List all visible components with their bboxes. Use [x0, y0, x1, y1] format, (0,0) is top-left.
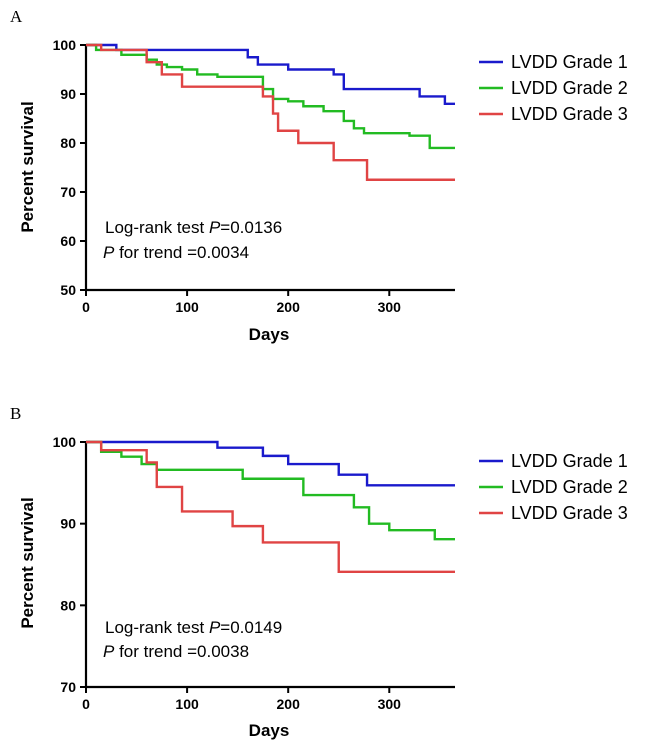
legend: LVDD Grade 1 LVDD Grade 2 LVDD Grade 3 — [479, 451, 628, 523]
legend-label: LVDD Grade 3 — [511, 104, 628, 124]
x-tick-label: 100 — [175, 696, 199, 712]
series-line-grade-3 — [86, 440, 455, 574]
y-tick-label: 70 — [60, 679, 76, 695]
panel-b: B 70 80 90 100 0 100 200 300 Days Percent survi… — [10, 404, 628, 740]
trend-value: for trend =0.0034 — [114, 243, 249, 262]
curves — [86, 43, 455, 181]
legend-label: LVDD Grade 2 — [511, 78, 628, 98]
panel-a: A 50 60 70 80 90 100 0 100 200 300 Days Percent s… — [10, 7, 628, 344]
x-tick-label: 200 — [277, 299, 301, 315]
y-tick-label: 100 — [53, 37, 77, 53]
x-tick-label: 100 — [175, 299, 199, 315]
x-tick-label: 300 — [378, 299, 402, 315]
trend-p: P — [103, 243, 115, 262]
y-tick-label: 60 — [60, 233, 76, 249]
y-tick-label: 90 — [60, 86, 76, 102]
x-axis-title: Days — [249, 325, 290, 344]
logrank-p: P — [209, 218, 221, 237]
x-axis-title: Days — [249, 721, 290, 740]
legend-label: LVDD Grade 1 — [511, 451, 628, 471]
annotation: Log-rank test P=0.0149 P for trend =0.00… — [103, 618, 282, 661]
trend-text: P for trend =0.0038 — [103, 642, 249, 661]
series-line-grade-3 — [86, 43, 455, 181]
legend-label: LVDD Grade 1 — [511, 52, 628, 72]
series-line-grade-2 — [86, 440, 455, 541]
logrank-value: =0.0149 — [220, 618, 282, 637]
trend-value: for trend =0.0038 — [114, 642, 249, 661]
y-tick-label: 100 — [53, 434, 77, 450]
axes — [84, 442, 455, 689]
ticks: 70 80 90 100 0 100 200 300 — [53, 434, 402, 712]
x-tick-label: 200 — [277, 696, 301, 712]
x-tick-label: 300 — [378, 696, 402, 712]
logrank-p: P — [209, 618, 221, 637]
logrank-text: Log-rank test P=0.0136 — [105, 218, 282, 237]
legend-label: LVDD Grade 3 — [511, 503, 628, 523]
trend-text: P for trend =0.0034 — [103, 243, 249, 262]
x-tick-label: 0 — [82, 299, 90, 315]
logrank-text: Log-rank test P=0.0149 — [105, 618, 282, 637]
series-line-grade-1 — [86, 43, 455, 105]
logrank-value: =0.0136 — [220, 218, 282, 237]
legend: LVDD Grade 1 LVDD Grade 2 LVDD Grade 3 — [479, 52, 628, 124]
ticks: 50 60 70 80 90 100 0 100 200 300 — [53, 37, 402, 315]
y-tick-label: 50 — [60, 282, 76, 298]
annotation: Log-rank test P=0.0136 P for trend =0.00… — [103, 218, 282, 262]
trend-p: P — [103, 642, 115, 661]
y-tick-label: 90 — [60, 516, 76, 532]
curves — [86, 440, 455, 574]
series-line-grade-1 — [86, 440, 455, 487]
panel-letter: A — [10, 7, 23, 26]
y-axis-title: Percent survival — [18, 101, 37, 232]
legend-label: LVDD Grade 2 — [511, 477, 628, 497]
series-line-grade-2 — [86, 43, 455, 150]
y-axis-title: Percent survival — [18, 497, 37, 628]
logrank-prefix: Log-rank test — [105, 618, 209, 637]
y-tick-label: 80 — [60, 597, 76, 613]
panel-letter: B — [10, 404, 21, 423]
axes — [84, 45, 455, 292]
x-tick-label: 0 — [82, 696, 90, 712]
logrank-prefix: Log-rank test — [105, 218, 209, 237]
y-tick-label: 80 — [60, 135, 76, 151]
y-tick-label: 70 — [60, 184, 76, 200]
